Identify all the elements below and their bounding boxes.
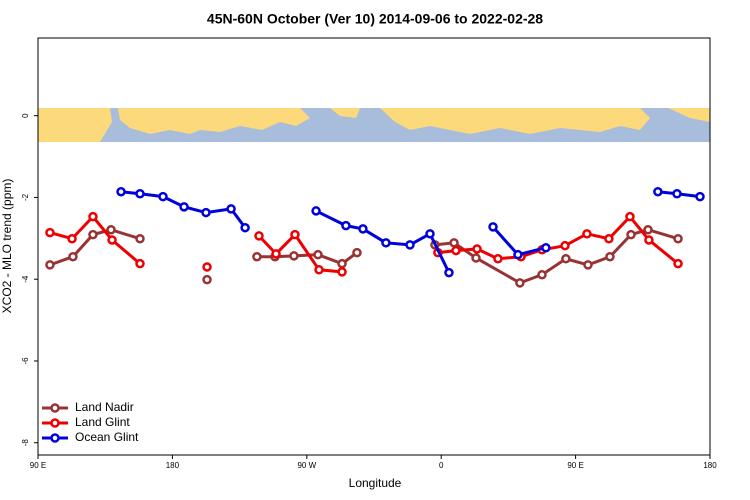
data-point	[116, 186, 126, 197]
data-point	[201, 207, 211, 218]
data-point	[45, 260, 55, 270]
data-point	[583, 260, 593, 270]
data-point	[314, 265, 324, 275]
x-tick-label: 180	[703, 461, 717, 470]
data-point	[290, 229, 300, 240]
data-point	[653, 186, 663, 197]
x-tick-label: 90 E	[30, 461, 46, 470]
data-point	[451, 245, 461, 256]
data-point	[673, 258, 683, 269]
legend-marker	[50, 418, 60, 428]
data-point	[179, 202, 189, 212]
y-tick-label: -2	[21, 193, 30, 201]
data-point	[135, 233, 145, 244]
data-point	[68, 251, 78, 262]
data-point	[537, 269, 547, 280]
legend-label: Land Glint	[75, 415, 130, 429]
y-tick-label: 0	[21, 113, 30, 118]
data-point	[381, 238, 391, 248]
data-point	[561, 254, 571, 264]
legend-label: Land Nadir	[75, 400, 134, 414]
data-point	[45, 227, 55, 238]
data-point	[337, 267, 347, 277]
data-point	[358, 224, 368, 234]
data-point	[202, 262, 212, 272]
data-point	[513, 249, 523, 260]
data-point	[471, 253, 481, 263]
data-point	[254, 231, 264, 241]
chart-title: 45N-60N October (Ver 10) 2014-09-06 to 2…	[207, 11, 543, 27]
legend-marker	[50, 403, 60, 413]
data-point	[158, 191, 168, 202]
data-point	[449, 238, 459, 248]
data-point	[271, 249, 281, 259]
data-point	[67, 233, 77, 244]
x-tick-label: 90 E	[567, 461, 583, 470]
data-point	[88, 229, 98, 240]
y-axis-label: XCO2 - MLO trend (ppm)	[0, 179, 14, 314]
x-tick-label: 0	[439, 461, 444, 470]
x-tick-label: 90 W	[297, 461, 316, 470]
data-point	[626, 229, 636, 240]
y-tick-label: -8	[21, 439, 30, 447]
data-point	[337, 258, 347, 269]
data-point	[425, 229, 435, 239]
data-point	[444, 267, 454, 278]
data-point	[313, 249, 323, 260]
data-point	[202, 274, 212, 285]
data-point	[515, 278, 525, 288]
data-point	[604, 233, 614, 244]
data-point	[311, 206, 321, 216]
data-point	[107, 235, 117, 245]
data-point	[135, 258, 145, 269]
data-point	[106, 224, 116, 235]
data-point	[135, 189, 145, 199]
data-point	[643, 224, 653, 235]
data-point	[226, 204, 236, 214]
data-point	[252, 251, 262, 262]
data-point	[341, 220, 351, 231]
legend-marker	[50, 433, 60, 443]
data-point	[88, 211, 98, 222]
data-point	[560, 240, 570, 251]
legend-label: Ocean Glint	[75, 430, 139, 444]
data-point	[240, 222, 250, 233]
data-point	[605, 251, 615, 262]
data-point	[644, 235, 654, 245]
y-tick-label: -6	[21, 357, 30, 365]
data-point	[673, 233, 683, 244]
data-point	[625, 211, 635, 222]
data-point	[488, 222, 498, 232]
data-point	[405, 240, 415, 250]
plot-frame	[37, 37, 711, 456]
data-point	[472, 244, 482, 254]
data-point	[289, 251, 299, 261]
data-point	[695, 191, 705, 202]
x-tick-label: 180	[166, 461, 180, 470]
map-strip	[38, 108, 710, 142]
data-point	[582, 229, 592, 239]
data-point	[352, 247, 362, 258]
data-point	[672, 189, 682, 199]
data-point	[493, 254, 503, 264]
y-tick-label: -4	[21, 275, 30, 283]
data-point	[541, 242, 551, 253]
x-axis-label: Longitude	[349, 476, 402, 490]
